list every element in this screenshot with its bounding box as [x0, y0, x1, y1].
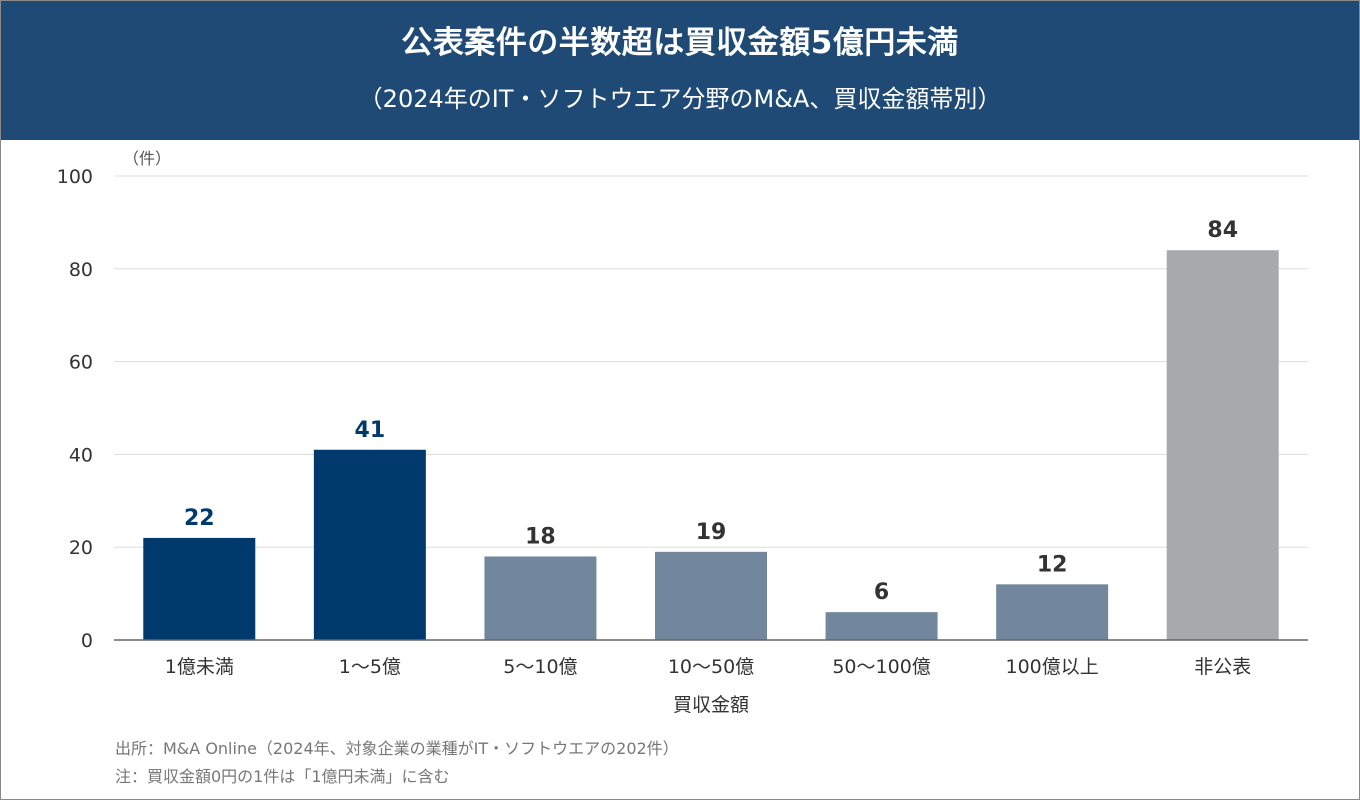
chart-subtitle: （2024年のIT・ソフトウエア分野のM&A、買収金額帯別） [358, 85, 1002, 113]
y-tick-label: 20 [69, 537, 93, 559]
data-label: 22 [184, 506, 215, 531]
x-tick-label: 1～5億 [339, 656, 401, 678]
x-tick-label: 50～100億 [832, 656, 930, 678]
data-label: 41 [355, 418, 386, 443]
x-tick-label: 1億未満 [165, 656, 234, 678]
x-tick-label: 非公表 [1194, 656, 1251, 678]
annotation-note: 注：買収金額0円の1件は「1億円未満」に含む [115, 767, 450, 786]
chart-header: 公表案件の半数超は買収金額5億円未満 （2024年のIT・ソフトウエア分野のM&… [1, 1, 1359, 140]
x-tick-label: 5～10億 [503, 656, 577, 678]
bar [825, 612, 938, 640]
chart-footer: 出所：M&A Online（2024年、対象企業の業種がIT・ソフトウエアの20… [115, 735, 679, 791]
bar [313, 449, 426, 640]
y-tick-label: 80 [69, 259, 93, 281]
chart-title: 公表案件の半数超は買収金額5億円未満 [401, 25, 959, 61]
y-tick-label: 60 [69, 352, 93, 374]
bar [484, 556, 597, 640]
data-label: 18 [525, 524, 556, 549]
data-label: 6 [874, 580, 889, 605]
y-tick-label: 100 [57, 166, 93, 188]
y-tick-label: 0 [81, 630, 93, 652]
bar [655, 551, 767, 640]
bar [996, 584, 1109, 640]
bar [143, 537, 256, 640]
data-label: 84 [1207, 218, 1238, 243]
y-tick-label: 40 [69, 444, 93, 466]
bar [1166, 250, 1279, 640]
x-tick-label: 10～50億 [668, 656, 754, 678]
data-label: 19 [696, 520, 727, 545]
x-axis-title: 買収金額 [673, 694, 749, 716]
source-note: 出所：M&A Online（2024年、対象企業の業種がIT・ソフトウエアの20… [115, 739, 679, 758]
x-tick-label: 100億以上 [1006, 656, 1099, 678]
bar-chart: （件） 0 20 40 60 80 100 22 1億未満 41 1～5億 18 5～10億 19 10～5… [57, 149, 1308, 716]
y-axis-unit-label: （件） [123, 149, 171, 168]
data-label: 12 [1037, 552, 1068, 577]
